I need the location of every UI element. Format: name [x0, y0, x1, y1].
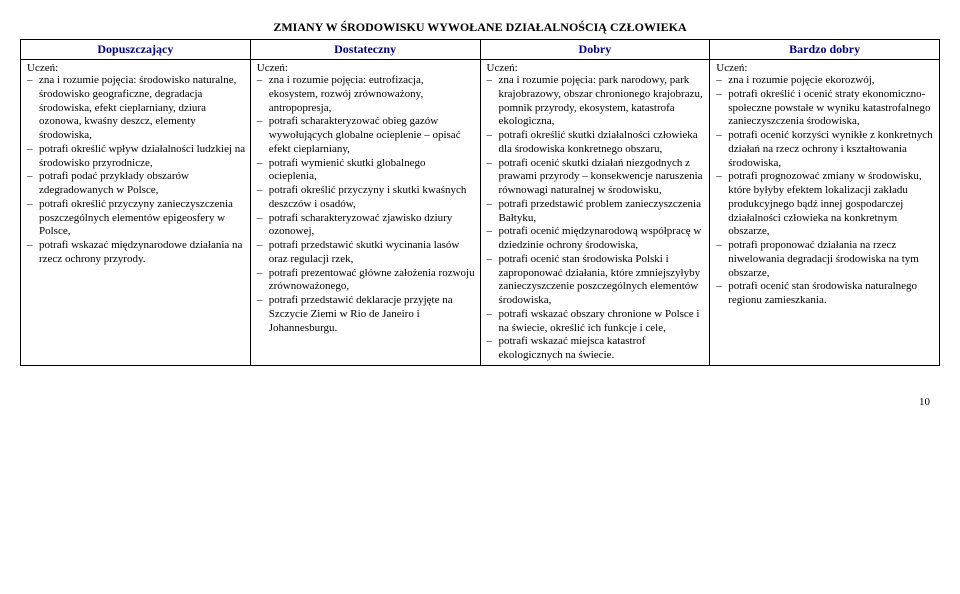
page-number: 10: [20, 396, 940, 408]
header-bardzo-dobry: Bardzo dobry: [710, 40, 940, 60]
list-item: potrafi określić skutki działalności czł…: [499, 129, 706, 157]
list-item: potrafi ocenić korzyści wynikłe z konkre…: [728, 129, 935, 170]
list-item: potrafi przedstawić skutki wycinania las…: [269, 239, 476, 267]
cell-label: Uczeń:: [27, 62, 246, 74]
list-item: potrafi przedstawić deklaracje przyjęte …: [269, 294, 476, 335]
list-item: potrafi podać przykłady obszarów zdegrad…: [39, 170, 246, 198]
header-dobry: Dobry: [480, 40, 710, 60]
list-item: potrafi określić przyczyny zanieczyszcze…: [39, 198, 246, 239]
list-item: potrafi proponować działania na rzecz ni…: [728, 239, 935, 280]
list-col-0: zna i rozumie pojęcia: środowisko natura…: [25, 74, 246, 267]
list-item: zna i rozumie pojęcia: eutrofizacja, eko…: [269, 74, 476, 115]
list-item: zna i rozumie pojęcie ekorozwój,: [728, 74, 935, 88]
list-col-3: zna i rozumie pojęcie ekorozwój,potrafi …: [714, 74, 935, 308]
list-item: potrafi wskazać obszary chronione w Pols…: [499, 308, 706, 336]
list-item: potrafi prognozować zmiany w środowisku,…: [728, 170, 935, 239]
list-item: potrafi ocenić skutki działań niezgodnyc…: [499, 157, 706, 198]
list-item: potrafi określić przyczyny i skutki kwaś…: [269, 184, 476, 212]
list-item: potrafi scharakteryzować obieg gazów wyw…: [269, 115, 476, 156]
cell-label: Uczeń:: [487, 62, 706, 74]
cell-label: Uczeń:: [257, 62, 476, 74]
list-item: potrafi ocenić stan środowiska Polski i …: [499, 253, 706, 308]
list-item: zna i rozumie pojęcia: park narodowy, pa…: [499, 74, 706, 129]
cell-col-2: Uczeń: zna i rozumie pojęcia: park narod…: [480, 60, 710, 366]
list-item: potrafi przedstawić problem zanieczyszcz…: [499, 198, 706, 226]
cell-col-3: Uczeń: zna i rozumie pojęcie ekorozwój,p…: [710, 60, 940, 366]
header-dopuszczajacy: Dopuszczający: [21, 40, 251, 60]
list-item: potrafi określić wpływ działalności ludz…: [39, 143, 246, 171]
list-item: potrafi prezentować główne założenia roz…: [269, 267, 476, 295]
list-col-1: zna i rozumie pojęcia: eutrofizacja, eko…: [255, 74, 476, 335]
list-col-2: zna i rozumie pojęcia: park narodowy, pa…: [485, 74, 706, 363]
cell-col-0: Uczeń: zna i rozumie pojęcia: środowisko…: [21, 60, 251, 366]
cell-label: Uczeń:: [716, 62, 935, 74]
header-dostateczny: Dostateczny: [250, 40, 480, 60]
list-item: potrafi wskazać międzynarodowe działania…: [39, 239, 246, 267]
cell-col-1: Uczeń: zna i rozumie pojęcia: eutrofizac…: [250, 60, 480, 366]
page-title: ZMIANY W ŚRODOWISKU WYWOŁANE DZIAŁALNOŚC…: [20, 20, 940, 35]
list-item: potrafi ocenić stan środowiska naturalne…: [728, 280, 935, 308]
list-item: potrafi wskazać miejsca katastrof ekolog…: [499, 335, 706, 363]
criteria-table: Dopuszczający Dostateczny Dobry Bardzo d…: [20, 39, 940, 366]
list-item: zna i rozumie pojęcia: środowisko natura…: [39, 74, 246, 143]
list-item: potrafi ocenić międzynarodową współpracę…: [499, 225, 706, 253]
list-item: potrafi wymienić skutki globalnego ociep…: [269, 157, 476, 185]
list-item: potrafi scharakteryzować zjawisko dziury…: [269, 212, 476, 240]
list-item: potrafi określić i ocenić straty ekonomi…: [728, 88, 935, 129]
